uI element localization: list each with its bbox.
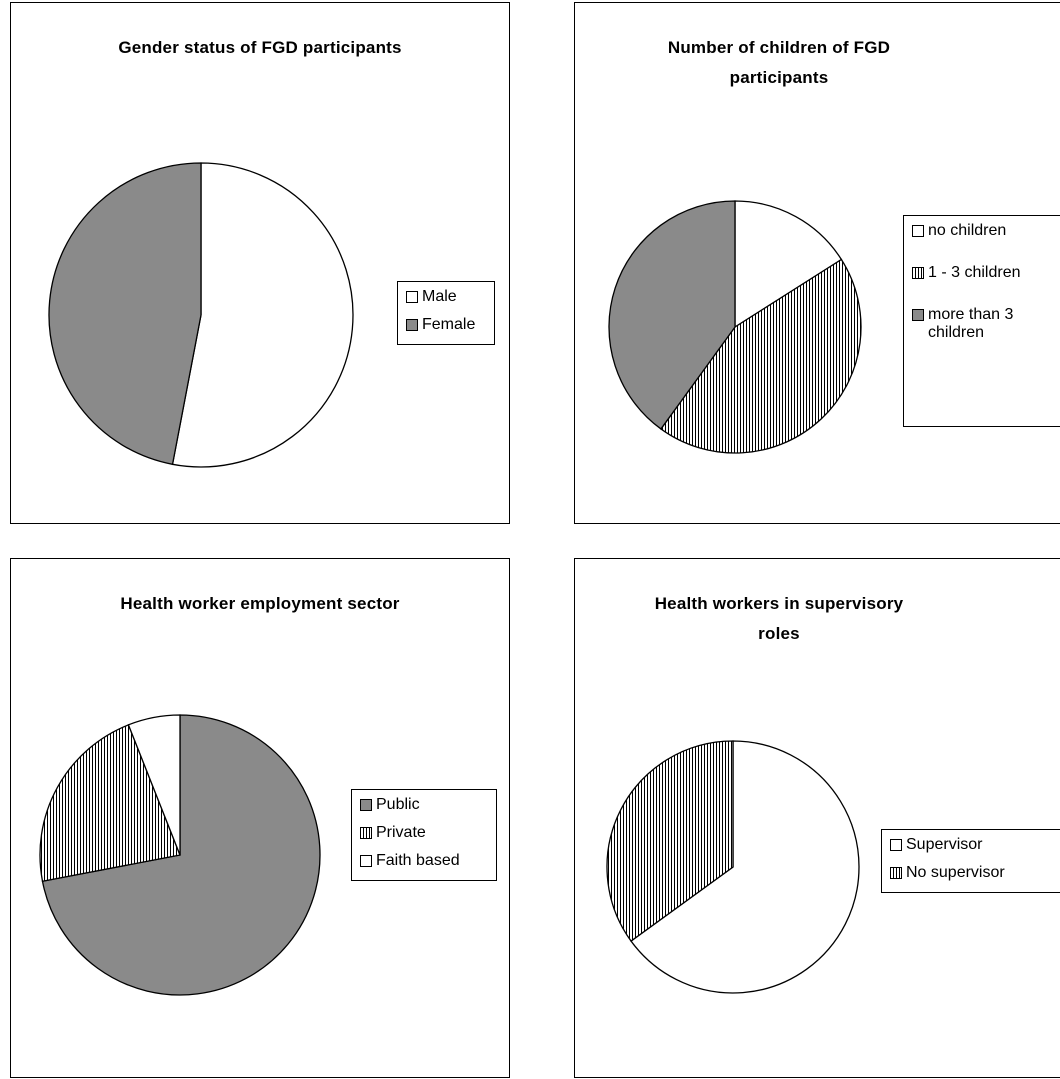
pie-slice-more-than-3-children [608, 200, 736, 430]
chart-title-line-1: Number of children of FGD [667, 38, 891, 57]
legend-swatch-public [360, 799, 372, 811]
legend-item-female: Female [406, 316, 486, 334]
chart-title: Number of children of FGD participants [615, 33, 943, 93]
legend-swatch-female [406, 319, 418, 331]
legend-label: Supervisor [906, 836, 983, 853]
chart-title-text: Health worker employment sector [120, 594, 400, 613]
legend-item-faith-based: Faith based [360, 852, 488, 870]
legend-item-1-3-children: 1 - 3 children [912, 264, 1054, 282]
legend-swatch-male [406, 291, 418, 303]
legend-label: no children [928, 222, 1007, 239]
legend-item-supervisor: Supervisor [890, 836, 1060, 854]
legend-item-more-than-3-children: more than 3 children [912, 306, 1054, 342]
chart-title: Gender status of FGD participants [11, 33, 509, 63]
legend-label: 1 - 3 children [928, 264, 1021, 281]
chart-legend: no children 1 - 3 children more than 3 c… [903, 215, 1060, 427]
legend-label: Female [422, 316, 476, 333]
legend-item-male: Male [406, 288, 486, 306]
legend-swatch-more-than-3 [912, 309, 924, 321]
chart-legend: Supervisor No supervisor [881, 829, 1060, 893]
chart-panel-supervisory-roles: Health workers in supervisory roles Supe… [574, 558, 1060, 1078]
pie-chart-employment-sector [39, 714, 321, 996]
chart-title-line-1: Health workers in supervisory [654, 594, 904, 613]
legend-label: Male [422, 288, 457, 305]
legend-label: Private [376, 824, 426, 841]
chart-title-line-2: participants [729, 68, 829, 87]
legend-item-no-supervisor: No supervisor [890, 864, 1060, 882]
legend-swatch-supervisor [890, 839, 902, 851]
chart-panel-gender: Gender status of FGD participants Male F… [10, 2, 510, 524]
chart-title-text: Gender status of FGD participants [118, 38, 402, 57]
pie-slice-faith-based [127, 714, 181, 856]
pie-chart-children [608, 200, 862, 454]
pie-slice-no-children [734, 200, 843, 329]
legend-item-no-children: no children [912, 222, 1054, 240]
pie-slice-private [39, 723, 181, 882]
pie-slice-supervisor [630, 740, 860, 994]
pie-chart-gender [48, 162, 354, 468]
legend-swatch-no-supervisor [890, 867, 902, 879]
legend-swatch-private [360, 827, 372, 839]
pie-slice-1-3-children [660, 258, 862, 454]
chart-title: Health workers in supervisory roles [615, 589, 943, 649]
legend-label: Public [376, 796, 420, 813]
legend-swatch-1-3-children [912, 267, 924, 279]
legend-label: No supervisor [906, 864, 1005, 881]
pie-slice-male [171, 162, 354, 468]
legend-item-private: Private [360, 824, 488, 842]
legend-item-public: Public [360, 796, 488, 814]
legend-swatch-faith-based [360, 855, 372, 867]
chart-legend: Male Female [397, 281, 495, 345]
pie-chart-supervisory-roles [606, 740, 860, 994]
pie-slice-female [48, 162, 202, 466]
pie-slice-public [41, 714, 321, 996]
pie-slice-no-supervisor [606, 740, 734, 942]
chart-legend: Public Private Faith based [351, 789, 497, 881]
chart-panel-employment-sector: Health worker employment sector Public P… [10, 558, 510, 1078]
legend-label: Faith based [376, 852, 460, 869]
chart-title-line-2: roles [758, 624, 800, 643]
legend-label: more than 3 children [928, 306, 1014, 341]
chart-title: Health worker employment sector [11, 589, 509, 619]
chart-panel-children: Number of children of FGD participants n… [574, 2, 1060, 524]
legend-swatch-no-children [912, 225, 924, 237]
